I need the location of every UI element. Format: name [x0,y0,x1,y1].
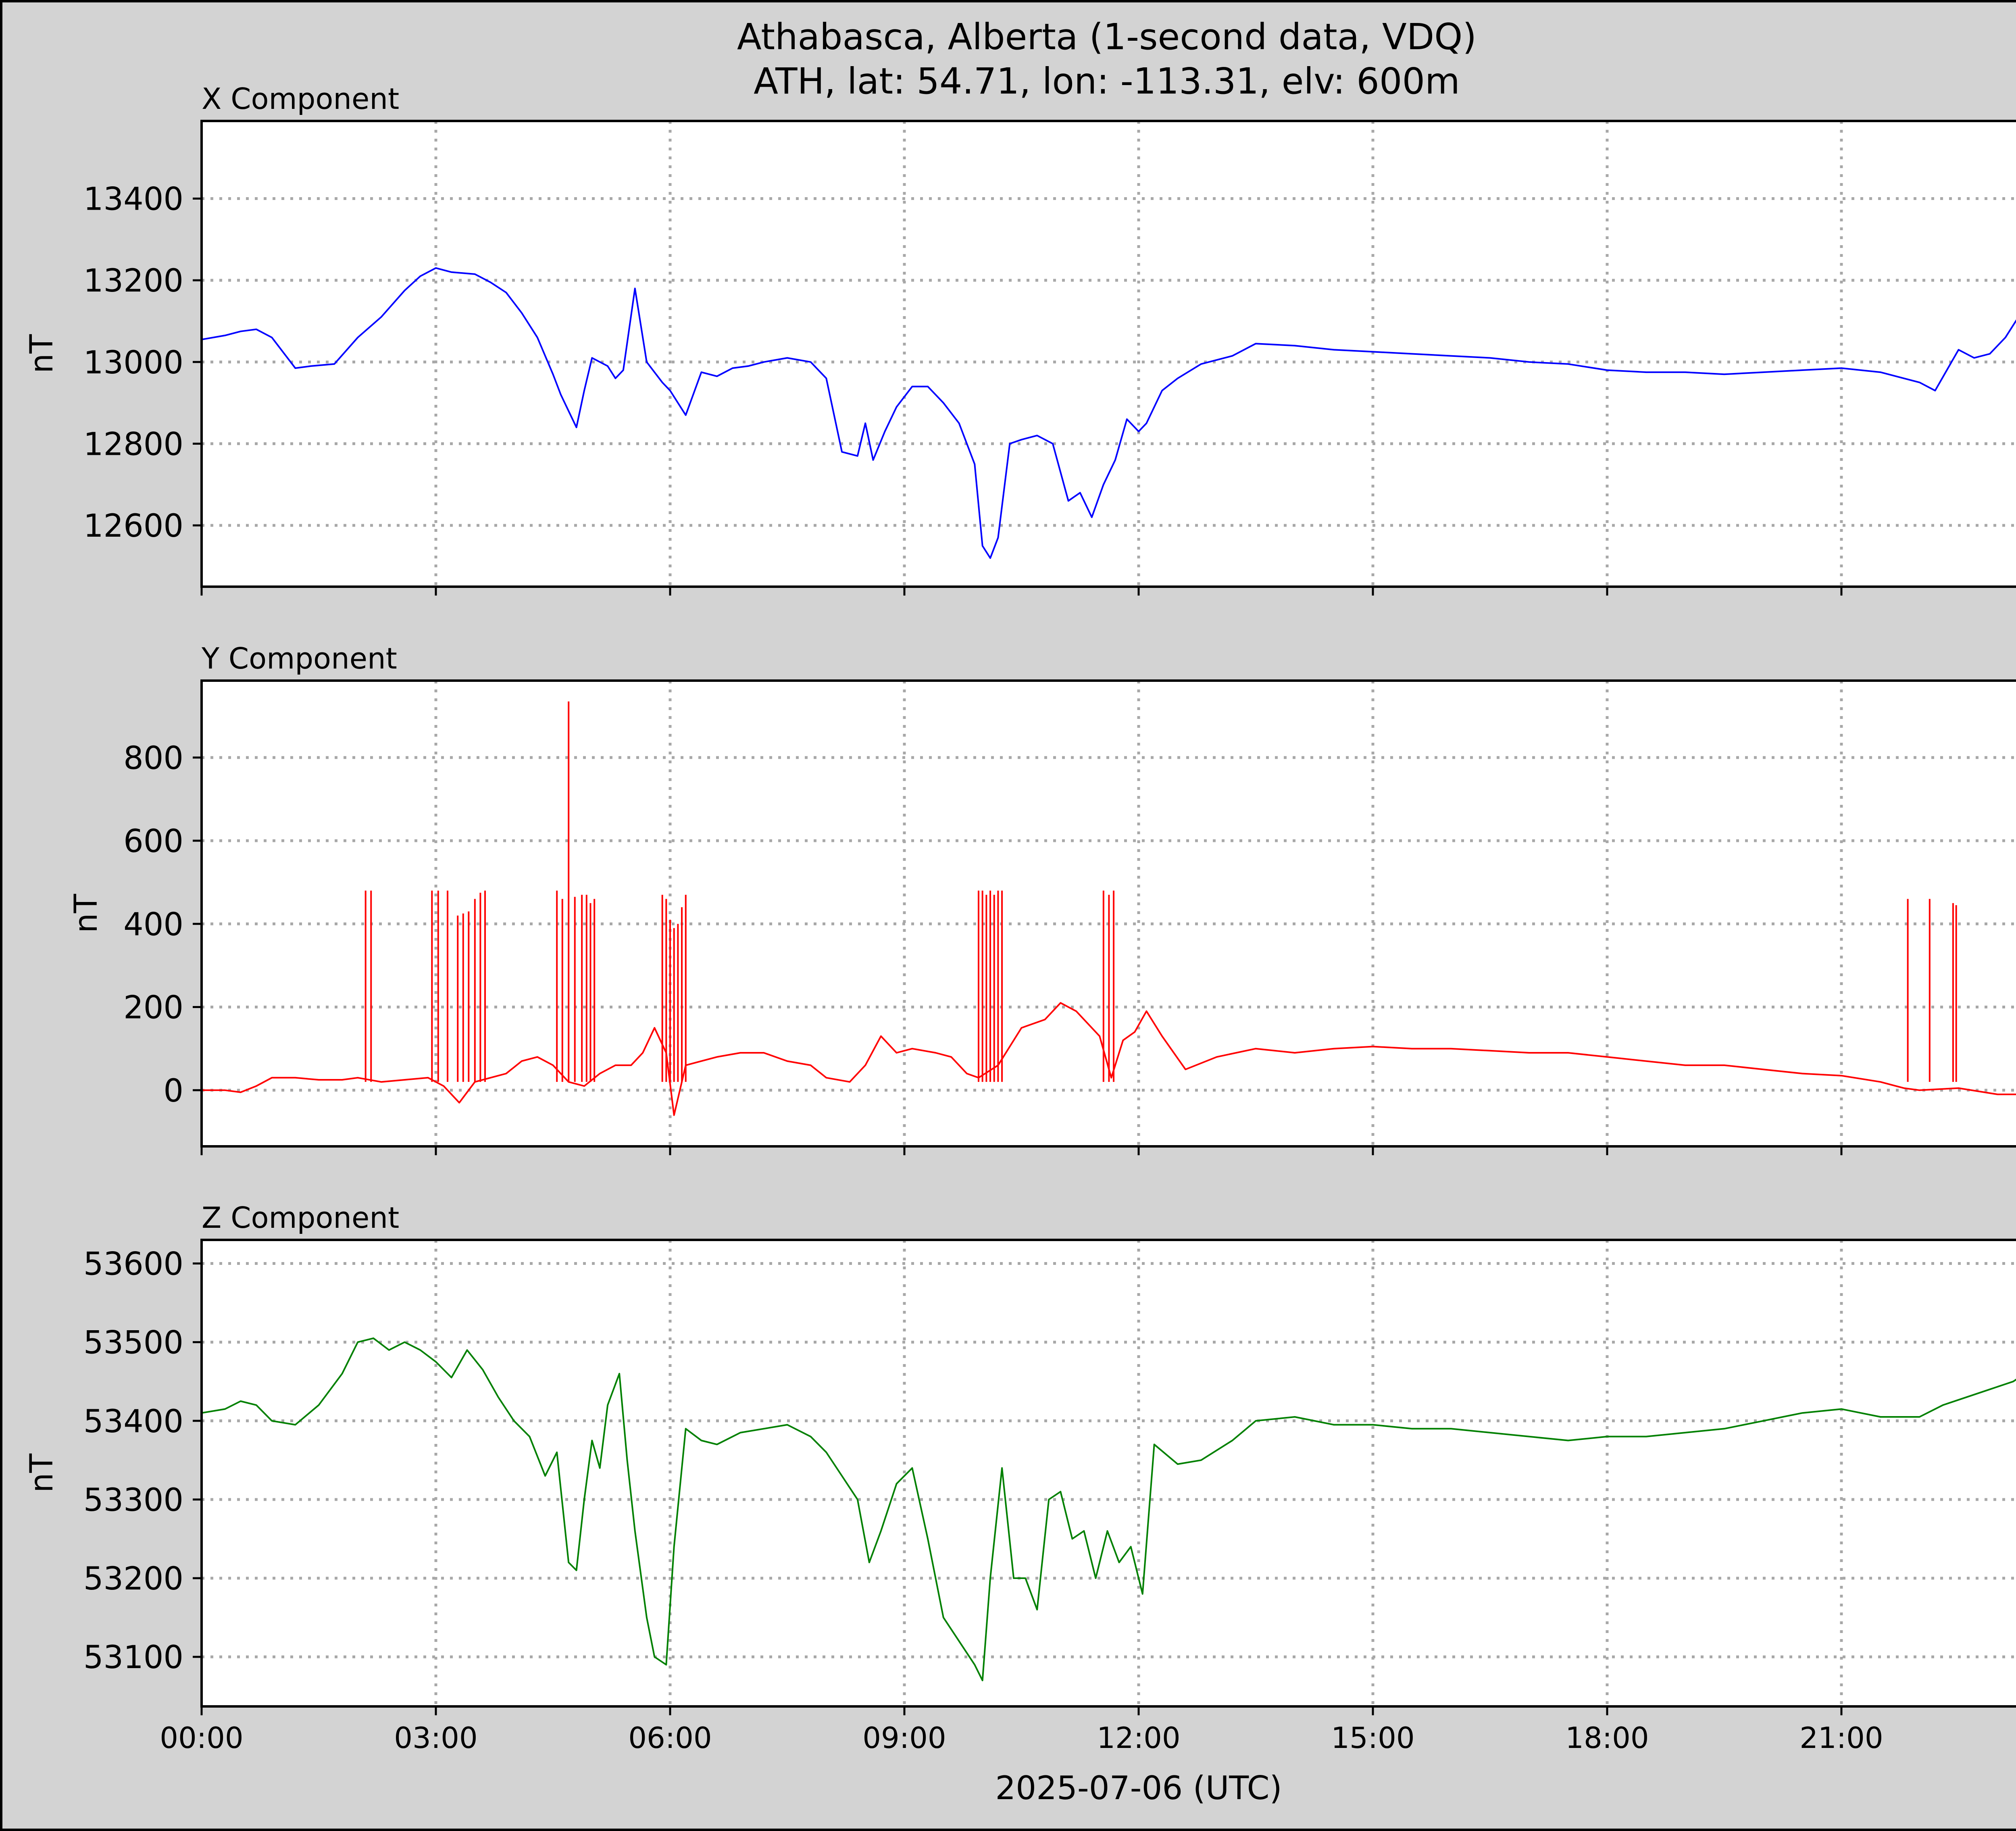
series-line-y [202,1002,2016,1116]
y-tick-label: 12800 [83,426,183,462]
subplot-title-y: Y Component [201,642,397,675]
subplot-title-z: Z Component [202,1201,399,1235]
plot-frame-z [200,1239,2016,1708]
plot-frame-y [200,679,2016,1148]
subplot-x: 12600 12800 13000 13200 13400 X Component nT [24,82,2016,596]
plot-area-z [202,1240,2016,1706]
y-tick-label: 800 [123,740,183,777]
y-tick-label: 53500 [83,1325,183,1361]
y-tick-label: 53300 [83,1482,183,1519]
y-tick-label: 53400 [83,1404,183,1440]
series-line-z [201,1337,2016,1681]
x-tick-label: 03:00 [394,1721,478,1755]
x-tick-label: 15:00 [1331,1721,1415,1755]
plot-area-x [202,121,2016,587]
y-tick-label: 13200 [83,263,183,299]
x-axis-label: 2025-07-06 (UTC) [995,1769,1282,1807]
x-tick-label: 18:00 [1565,1721,1649,1755]
figure-title-line1: Athabasca, Alberta (1-second data, VDQ) [737,16,1477,58]
y-axis-label-z: nT [24,1454,60,1493]
y-tick-label: 600 [123,823,183,860]
y-tick-label: 53100 [83,1639,183,1676]
y-tick-label: 400 [123,906,183,943]
x-tick-label: 06:00 [628,1721,712,1755]
y-tick-label: 13400 [83,181,183,218]
plot-frame-x [200,120,2016,588]
y-tick-label: 0 [163,1073,183,1109]
x-tick-label: 21:00 [1799,1721,1883,1755]
y-tick-label: 13000 [83,345,183,381]
subplot-y: 0 200 400 600 800 Y Component nT [68,642,2016,1155]
figure-title-line2: ATH, lat: 54.71, lon: -113.31, elv: 600m [754,60,1460,102]
x-tick-label: 09:00 [862,1721,946,1755]
x-tick-label: 00:00 [160,1721,244,1755]
subplot-z: 53100 53200 53300 53400 53500 53600 00:00 03:00… [24,1201,2016,1755]
y-tick-label: 200 [123,990,183,1026]
y-tick-label: 12600 [83,508,183,544]
y-tick-label: 53200 [83,1561,183,1597]
y-axis-label-y: nT [68,894,104,933]
series-line-x [201,267,2016,559]
subplot-panels: 12600 12800 13000 13200 13400 X Component nT 0 2… [24,82,2016,1755]
x-tick-label: 12:00 [1097,1721,1181,1755]
y-axis-label-x: nT [24,334,60,373]
subplot-title-x: X Component [202,82,399,116]
y-tick-label: 53600 [83,1246,183,1283]
